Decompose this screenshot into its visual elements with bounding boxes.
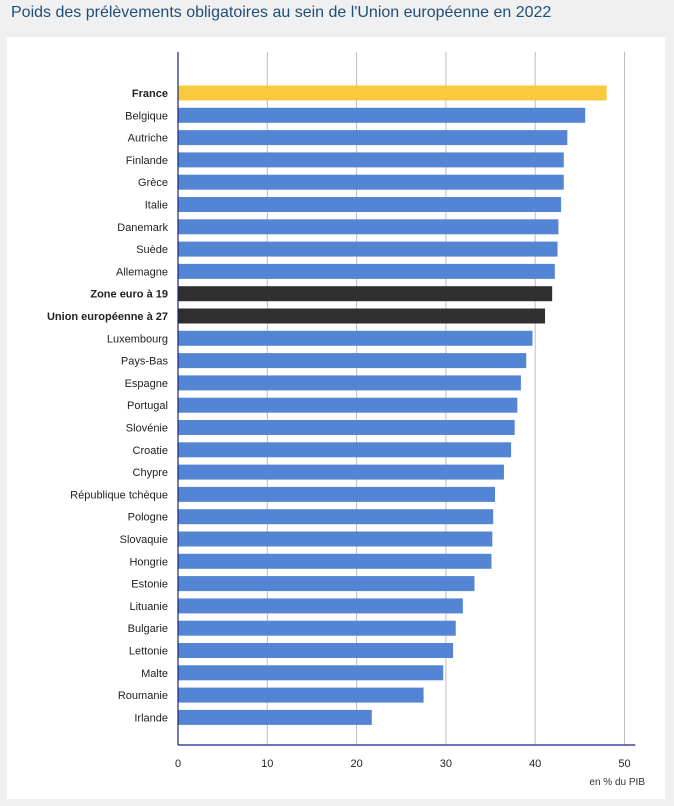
bar (178, 286, 553, 302)
bar (178, 241, 558, 257)
bar (178, 687, 424, 703)
category-label: Union européenne à 27 (47, 311, 168, 323)
x-axis-unit-label: en % du PIB (589, 777, 645, 788)
bar (178, 308, 546, 324)
bar (178, 152, 564, 168)
x-tick-label: 10 (261, 758, 273, 770)
bar (178, 397, 518, 413)
x-tick-label: 40 (529, 758, 541, 770)
bar (178, 553, 492, 569)
x-tick-label: 30 (440, 758, 452, 770)
category-label: Grèce (138, 177, 168, 189)
bar (178, 197, 562, 212)
bar (178, 486, 496, 502)
category-label: Irlande (134, 712, 168, 724)
bar (178, 576, 475, 592)
x-tick-label: 0 (175, 758, 181, 770)
category-label: Autriche (128, 133, 168, 145)
category-label: Bulgarie (128, 623, 168, 635)
bar (178, 375, 521, 391)
bar (178, 263, 555, 279)
category-label: Italie (145, 200, 168, 212)
category-label: Slovaquie (120, 534, 168, 546)
category-label: Lituanie (129, 601, 168, 613)
bar (178, 219, 559, 235)
category-label: Pologne (128, 512, 168, 524)
bar (178, 665, 444, 681)
bar (178, 107, 586, 123)
category-label: Chypre (133, 467, 168, 479)
category-label: République tchèque (70, 489, 168, 501)
category-label: Belgique (125, 110, 168, 122)
bar (178, 353, 527, 369)
category-label: Lettonie (129, 646, 168, 658)
category-label: Estonie (131, 579, 168, 591)
category-label: Espagne (125, 378, 168, 390)
bar (178, 174, 564, 190)
bar (178, 709, 372, 725)
category-label: France (132, 88, 168, 100)
category-label: Danemark (117, 222, 168, 234)
category-label: Hongrie (129, 556, 168, 568)
bar (178, 130, 568, 146)
category-label: Portugal (127, 400, 168, 412)
axes (177, 52, 636, 746)
category-label: Slovénie (126, 423, 168, 435)
category-labels: France Belgique Autriche Finlande Grèce Itali… (47, 88, 169, 724)
bar (178, 531, 493, 547)
chart-title: Poids des prélèvements obligatoires au s… (11, 4, 552, 21)
bar (178, 598, 463, 614)
bar (178, 330, 533, 346)
category-label: Finlande (126, 155, 168, 167)
category-label: Suède (136, 244, 168, 256)
category-label: Roumanie (118, 690, 168, 702)
category-label: Malte (141, 668, 168, 680)
bar (178, 464, 504, 480)
category-label: Allemagne (116, 266, 168, 278)
chart-panel: France Belgique Autriche Finlande Grèce Itali… (7, 37, 665, 799)
bar (178, 442, 512, 458)
bar (178, 509, 494, 525)
bars (178, 85, 607, 725)
category-label: Croatie (133, 445, 168, 457)
bar (178, 420, 515, 435)
bar-chart: France Belgique Autriche Finlande Grèce Itali… (47, 52, 645, 788)
bar (178, 643, 454, 658)
bar (178, 620, 456, 636)
bar (178, 85, 607, 101)
x-tick-label: 50 (618, 758, 630, 770)
category-label: Zone euro à 19 (90, 289, 168, 301)
x-tick-label: 20 (350, 758, 362, 770)
category-label: Luxembourg (107, 333, 168, 345)
category-label: Pays-Bas (121, 356, 169, 368)
tick-labels: 0 10 20 30 40 50 (175, 758, 631, 770)
